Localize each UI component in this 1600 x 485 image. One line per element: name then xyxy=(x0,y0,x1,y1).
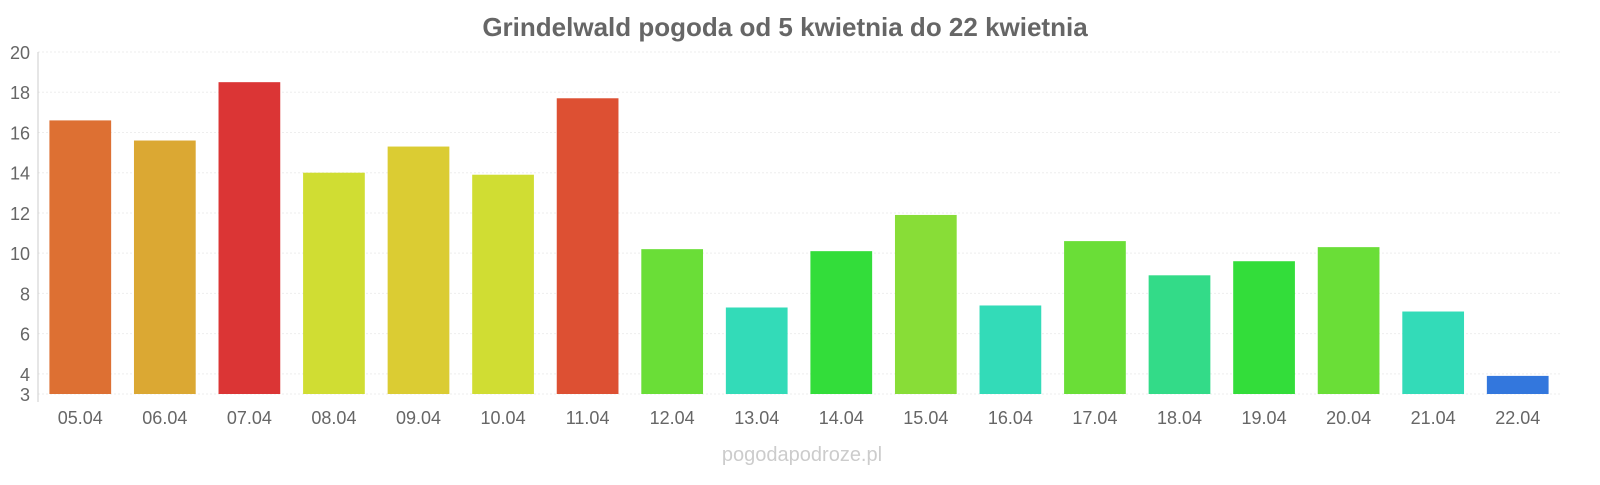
bar xyxy=(894,214,957,394)
y-tick-label: 3 xyxy=(20,385,30,405)
bar xyxy=(387,146,450,394)
bar xyxy=(1148,275,1211,394)
bar xyxy=(49,120,112,395)
x-tick-label: 14.04 xyxy=(819,408,864,428)
bar xyxy=(1486,375,1549,394)
bar xyxy=(725,307,788,394)
x-tick-label: 05.04 xyxy=(58,408,103,428)
bar xyxy=(1317,247,1380,394)
bar xyxy=(1402,311,1465,394)
y-tick-label: 16 xyxy=(10,123,30,143)
x-tick-label: 19.04 xyxy=(1242,408,1287,428)
bar xyxy=(218,82,281,395)
y-tick-label: 10 xyxy=(10,244,30,264)
x-tick-label: 06.04 xyxy=(142,408,187,428)
bar xyxy=(641,249,704,394)
x-tick-label: 16.04 xyxy=(988,408,1033,428)
bar xyxy=(979,305,1042,394)
x-tick-label: 07.04 xyxy=(227,408,272,428)
bar xyxy=(472,174,534,394)
x-tick-label: 21.04 xyxy=(1411,408,1456,428)
y-tick-label: 12 xyxy=(10,204,30,224)
x-tick-label: 15.04 xyxy=(903,408,948,428)
x-tick-label: 08.04 xyxy=(311,408,356,428)
x-tick-label: 22.04 xyxy=(1495,408,1540,428)
x-tick-label: 11.04 xyxy=(566,408,610,428)
y-tick-label: 14 xyxy=(10,164,30,184)
bar xyxy=(303,172,365,394)
y-tick-label: 4 xyxy=(20,365,30,385)
x-tick-label: 17.04 xyxy=(1072,408,1117,428)
bar xyxy=(556,98,619,394)
x-tick-label: 18.04 xyxy=(1157,408,1202,428)
x-tick-label: 13.04 xyxy=(734,408,779,428)
bar xyxy=(1233,261,1295,394)
x-tick-label: 09.04 xyxy=(396,408,441,428)
y-tick-label: 6 xyxy=(20,325,30,345)
y-tick-label: 8 xyxy=(20,284,30,304)
chart-title: Grindelwald pogoda od 5 kwietnia do 22 k… xyxy=(482,12,1088,42)
x-tick-label: 20.04 xyxy=(1326,408,1371,428)
watermark: pogodapodroze.pl xyxy=(722,444,882,466)
y-tick-label: 18 xyxy=(10,83,30,103)
bar xyxy=(133,140,196,394)
bar xyxy=(1064,241,1126,394)
x-tick-label: 10.04 xyxy=(481,408,526,428)
x-tick-label: 12.04 xyxy=(650,408,695,428)
y-tick-label: 20 xyxy=(10,43,30,63)
bar xyxy=(810,251,873,394)
